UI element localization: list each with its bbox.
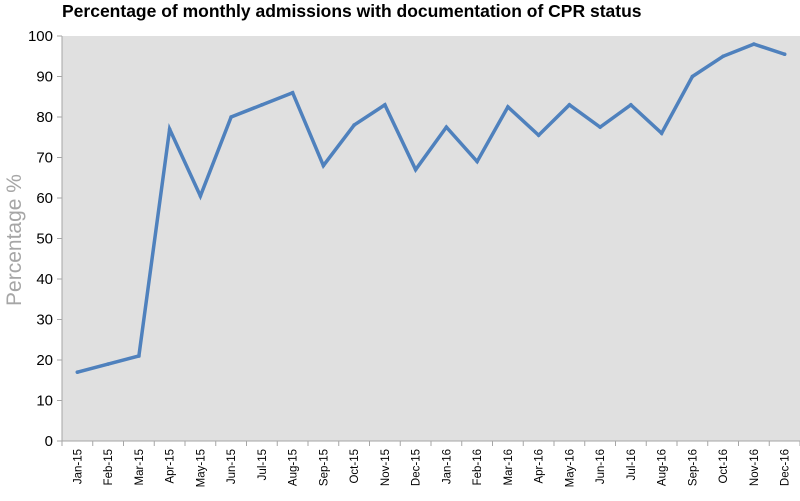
x-tick-label: Mar-15 (134, 449, 146, 485)
data-point (167, 127, 172, 131)
x-tick-label: Aug-15 (288, 449, 300, 486)
data-point (106, 362, 110, 366)
y-tick-labels: 0 10 20 30 40 50 60 70 80 90 100 (28, 28, 53, 450)
y-tick-label: 0 (45, 433, 53, 450)
data-point (229, 115, 233, 119)
data-point (383, 103, 387, 107)
y-tick-label: 50 (36, 231, 53, 248)
x-tick-label: Nov-15 (380, 449, 392, 486)
x-tick-label: Feb-16 (472, 449, 484, 485)
data-point (659, 131, 664, 135)
y-tick-label: 70 (36, 150, 53, 167)
x-tick-label: Nov-16 (749, 449, 761, 486)
data-point (137, 354, 141, 358)
x-tick-label: Dec-15 (411, 449, 423, 486)
x-tick-label: Sep-15 (318, 449, 330, 486)
data-point (260, 103, 264, 107)
x-tick-label: Jan-16 (441, 449, 453, 484)
data-point (352, 123, 356, 127)
data-point (567, 103, 572, 107)
data-point (475, 159, 479, 164)
plot-area (62, 36, 800, 441)
y-tick-label: 10 (36, 393, 53, 410)
data-point (321, 163, 326, 168)
y-tick-label: 30 (36, 312, 53, 329)
x-tick-label: Jul-15 (257, 449, 269, 480)
x-tick-label: Mar-16 (503, 449, 515, 485)
x-tick-label: Jul-16 (626, 449, 638, 480)
x-tick-label: May-15 (195, 449, 207, 487)
data-point (413, 167, 418, 172)
x-tick-label: May-16 (564, 449, 576, 487)
x-tick-label: Apr-15 (165, 449, 177, 484)
x-tick-label: Feb-15 (103, 449, 115, 485)
y-tick-label: 80 (36, 109, 53, 126)
x-tick-labels: Jan-15 Feb-15 Mar-15 Apr-15 May-15 Jun-15 Jul-… (72, 449, 791, 487)
data-point (290, 90, 295, 95)
x-tick-label: Apr-16 (534, 449, 546, 484)
data-point (629, 103, 633, 107)
data-point (536, 133, 541, 138)
data-point (598, 125, 602, 129)
y-tick-label: 60 (36, 190, 53, 207)
data-point (75, 370, 80, 374)
data-point (782, 52, 787, 57)
data-point (752, 42, 756, 46)
x-tick-label: Aug-16 (657, 449, 669, 486)
y-tick-label: 100 (28, 28, 53, 45)
x-tick-label: Dec-16 (780, 449, 792, 486)
x-tick-label: Oct-16 (718, 449, 730, 484)
data-point (690, 74, 695, 79)
chart-title: Percentage of monthly admissions with do… (62, 1, 642, 21)
data-point (444, 125, 449, 129)
data-point (198, 194, 203, 198)
x-tick-label: Jan-15 (72, 449, 84, 484)
x-tick-label: Jun-16 (595, 449, 607, 484)
axes (57, 35, 800, 446)
y-tick-label: 40 (36, 271, 53, 288)
data-point (721, 54, 725, 59)
x-tick-label: Oct-15 (349, 449, 361, 484)
data-series (75, 42, 787, 374)
y-tick-label: 90 (36, 69, 53, 86)
series-line (75, 42, 787, 374)
x-tick-label: Jun-15 (226, 449, 238, 484)
x-tick-label: Sep-16 (687, 449, 699, 486)
y-tick-label: 20 (36, 352, 53, 369)
data-point (506, 105, 510, 109)
